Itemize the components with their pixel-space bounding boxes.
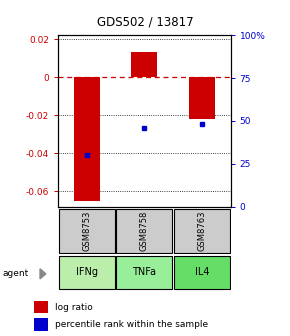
Bar — [59, 256, 115, 289]
Bar — [34, 318, 48, 331]
Text: percentile rank within the sample: percentile rank within the sample — [55, 320, 208, 329]
Text: GSM8763: GSM8763 — [197, 211, 206, 251]
Text: GSM8753: GSM8753 — [82, 211, 91, 251]
Bar — [189, 77, 215, 119]
Bar — [174, 256, 230, 289]
Bar — [116, 209, 172, 253]
Bar — [34, 301, 48, 313]
Text: log ratio: log ratio — [55, 303, 92, 311]
Text: IL4: IL4 — [195, 267, 209, 278]
Text: GDS502 / 13817: GDS502 / 13817 — [97, 15, 193, 28]
Bar — [74, 77, 100, 201]
Bar — [116, 256, 172, 289]
Bar — [131, 52, 157, 77]
Text: agent: agent — [3, 269, 29, 278]
Text: TNFa: TNFa — [132, 267, 156, 278]
Bar — [59, 209, 115, 253]
Bar — [174, 209, 230, 253]
Text: GSM8758: GSM8758 — [140, 211, 149, 251]
Text: IFNg: IFNg — [76, 267, 98, 278]
Polygon shape — [40, 269, 46, 279]
